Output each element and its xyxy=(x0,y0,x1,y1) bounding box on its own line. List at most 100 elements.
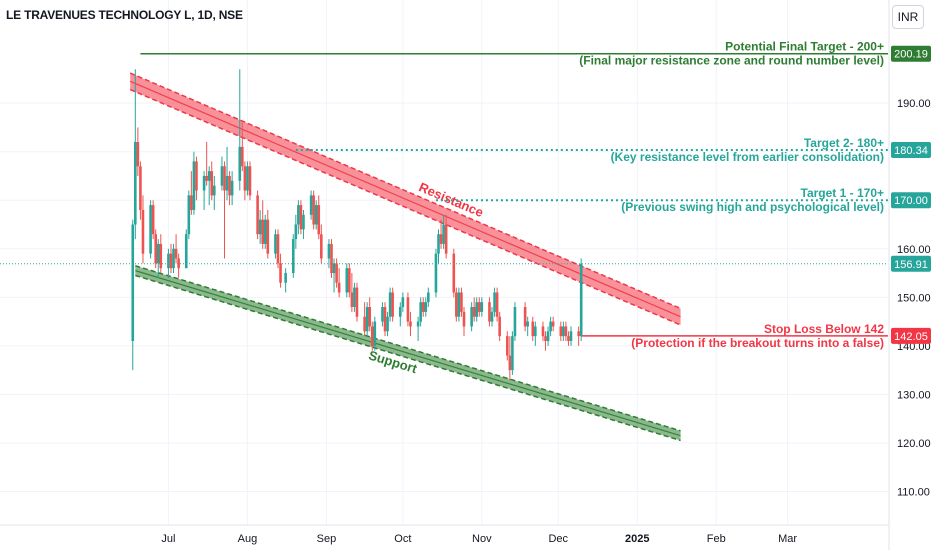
level-title-1: Target 2- 180+ xyxy=(804,136,884,150)
price-badge-label: 156.91 xyxy=(894,259,928,271)
level-title-3: Stop Loss Below 142 xyxy=(764,322,884,336)
candle-body xyxy=(174,248,178,259)
price-badge-label: 180.34 xyxy=(894,145,928,157)
candle-body xyxy=(386,316,389,332)
candle-body xyxy=(569,331,573,342)
candle-body xyxy=(398,307,402,317)
currency-button[interactable]: INR xyxy=(892,5,924,29)
candle-body xyxy=(457,292,461,317)
level-title-0: Potential Final Target - 200+ xyxy=(725,40,884,54)
level-subtitle-1: (Key resistance level from earlier conso… xyxy=(611,150,884,164)
candle-body xyxy=(202,175,206,191)
x-tick-label: 2025 xyxy=(625,533,649,545)
candle-body xyxy=(139,166,142,210)
candle-body xyxy=(192,161,196,210)
candle-body xyxy=(210,171,214,196)
candle-body xyxy=(266,219,270,254)
candle-body xyxy=(348,268,351,293)
candle-body xyxy=(241,146,244,167)
candle-body xyxy=(577,331,580,337)
candle-body xyxy=(327,243,331,259)
y-tick-label: 130.00 xyxy=(897,389,931,401)
candle-body xyxy=(154,234,157,264)
candle-body xyxy=(409,321,412,327)
candle-body xyxy=(470,307,473,327)
price-badge-label: 170.00 xyxy=(894,195,928,207)
candle-body xyxy=(383,307,387,332)
candle-body xyxy=(258,219,262,235)
candle-body xyxy=(167,253,170,269)
candle-body xyxy=(309,195,313,215)
candle-body xyxy=(238,146,242,181)
support-channel-lower-edge xyxy=(135,274,681,442)
candle-body xyxy=(508,355,512,371)
candle-body xyxy=(498,316,501,337)
candle-body xyxy=(495,292,499,317)
candle-body xyxy=(156,243,160,264)
candle-body xyxy=(562,326,565,337)
candle-body xyxy=(424,302,428,312)
candle-body xyxy=(263,219,267,244)
y-tick-label: 110.00 xyxy=(897,486,930,498)
candle-body xyxy=(544,336,547,342)
candle-body xyxy=(531,321,535,337)
candle-body xyxy=(442,224,445,244)
candle-body xyxy=(421,302,425,312)
candle-body xyxy=(184,234,188,269)
symbol-title: LE TRAVENUES TECHNOLOGY L, 1D, NSE xyxy=(6,8,243,22)
candle-body xyxy=(332,263,336,274)
candle-body xyxy=(427,292,430,303)
candle-body xyxy=(297,205,300,225)
candle-body xyxy=(134,142,137,225)
candle-body xyxy=(159,243,163,269)
candle-body xyxy=(223,166,226,191)
candle-body xyxy=(276,234,280,264)
candle-body xyxy=(256,195,259,235)
candle-body xyxy=(355,287,359,317)
candle-body xyxy=(579,263,583,337)
candle-body xyxy=(169,253,173,269)
candle-body xyxy=(220,166,224,186)
candle-body xyxy=(151,205,155,235)
candle-body xyxy=(439,234,443,244)
candle-body xyxy=(136,142,140,167)
candle-body xyxy=(212,185,216,196)
candle-body xyxy=(246,166,249,191)
level-subtitle-3: (Protection if the breakout turns into a… xyxy=(631,336,884,350)
candle-body xyxy=(401,297,405,308)
candle-body xyxy=(279,263,282,283)
candle-body xyxy=(353,287,356,308)
candle-body xyxy=(207,171,211,181)
candle-body xyxy=(526,321,529,327)
resistance-channel-upper-edge xyxy=(129,72,681,310)
candle-body xyxy=(388,292,392,317)
candle-body xyxy=(477,302,481,312)
candle-body xyxy=(312,195,315,225)
candle-body xyxy=(523,307,527,327)
y-tick-label: 120.00 xyxy=(897,438,931,450)
candle-body xyxy=(131,224,135,342)
candle-body xyxy=(225,175,229,191)
candle-body xyxy=(365,307,369,332)
x-tick-label: Sep xyxy=(317,533,337,545)
price-badge-label: 142.05 xyxy=(894,331,928,343)
candle-body xyxy=(190,195,193,210)
candle-body xyxy=(177,258,180,269)
candle-body xyxy=(141,209,145,254)
candle-body xyxy=(416,321,420,327)
candle-body xyxy=(490,311,494,322)
support-channel-center xyxy=(135,270,681,437)
candle-body xyxy=(493,292,496,312)
candle-body xyxy=(243,166,247,191)
candle-body xyxy=(284,273,287,283)
candle-body xyxy=(480,302,484,312)
price-badge xyxy=(891,327,931,344)
candle-body xyxy=(274,234,277,254)
price-badge xyxy=(891,255,931,272)
candle-body xyxy=(511,336,514,371)
candle-body xyxy=(567,336,570,342)
candle-body xyxy=(506,336,509,356)
x-tick-label: Nov xyxy=(472,533,492,545)
